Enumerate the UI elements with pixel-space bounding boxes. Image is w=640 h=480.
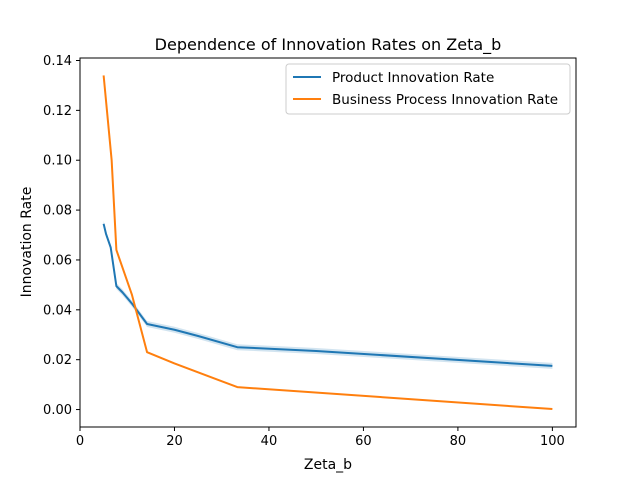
x-tick-label: 80 [450,434,467,449]
x-tick-label: 40 [261,434,278,449]
plot-frame [79,57,577,428]
y-tick-label: 0.10 [43,154,72,169]
x-tick-label: 60 [355,434,372,449]
y-tick-label: 0.04 [43,303,72,318]
series-line-1 [102,223,553,367]
legend: Product Innovation Rate Business Process … [285,63,571,115]
x-tick-label: 100 [540,434,565,449]
series-line-2 [102,75,553,411]
y-tick-label: 0.02 [43,353,72,368]
y-tick-label: 0.00 [43,403,72,418]
y-axis-title: Innovation Rate [19,187,35,298]
chart-title: Dependence of Innovation Rates on Zeta_b [155,35,502,55]
x-tick-label: 0 [76,434,84,449]
x-tick-label: 20 [166,434,183,449]
legend-box [285,63,571,115]
plot-area [102,75,553,411]
x-axis-title: Zeta_b [304,457,352,473]
y-tick-label: 0.14 [43,54,72,69]
y-tick-label: 0.08 [43,204,72,219]
y-tick-label: 0.06 [43,253,72,268]
legend-label-1: Product Innovation Rate [332,70,494,86]
legend-label-2: Business Process Innovation Rate [332,92,558,108]
y-tick-label: 0.12 [43,104,72,119]
axes: 0 20 40 60 80 100 0.00 0.02 0.04 0.06 0.08 0.10 0.12… [43,54,577,449]
